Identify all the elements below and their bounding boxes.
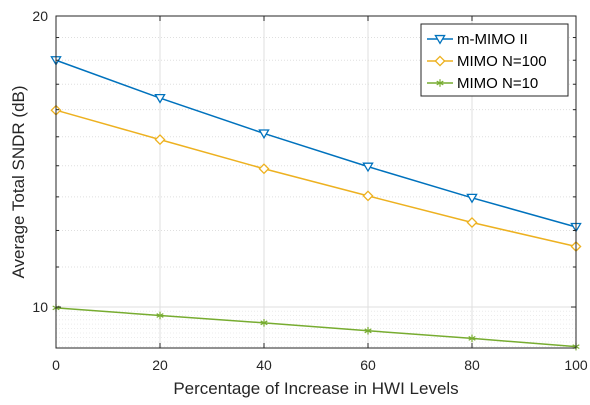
legend: m-MIMO II MIMO N=100 MIMO N=10: [420, 23, 569, 97]
axis-ticks: [55, 15, 577, 348]
series-line: [55, 59, 577, 228]
legend-item: m-MIMO II: [427, 31, 528, 48]
data-point-marker: [156, 311, 164, 320]
legend-label: m-MIMO II: [457, 31, 528, 48]
data-point-marker: [434, 55, 446, 67]
x-tick-label: 60: [360, 357, 376, 373]
legend-item: MIMO N=10: [427, 75, 538, 92]
y-tick-label: 10: [32, 299, 48, 315]
data-point-marker: [154, 134, 166, 146]
data-point-marker: [362, 162, 374, 173]
marker-stroke: [260, 320, 268, 326]
legend-item: MIMO N=100: [427, 53, 547, 70]
legend-label: MIMO N=100: [457, 53, 547, 70]
x-tick-label: 100: [564, 357, 588, 373]
data-point-marker: [466, 193, 478, 204]
series-line: [55, 307, 577, 348]
data-point-marker: [466, 216, 478, 229]
y-axis-title: Average Total SNDR (dB): [9, 85, 28, 278]
series-line: [55, 109, 577, 248]
marker-stroke: [436, 80, 444, 86]
data-point-marker: [468, 334, 476, 343]
x-tick-label: 0: [52, 357, 60, 373]
data-point-marker: [436, 79, 444, 87]
marker-stroke: [468, 335, 476, 341]
data-point-marker: [258, 163, 270, 175]
x-tick-label: 80: [464, 357, 480, 373]
legend-box: [420, 23, 569, 97]
series-mimo-n-100: [50, 104, 582, 253]
marker-stroke: [364, 328, 372, 334]
data-point-marker: [362, 190, 374, 202]
data-point-marker: [154, 93, 166, 104]
y-tick-label: 20: [32, 8, 48, 24]
x-tick-label: 20: [152, 357, 168, 373]
series-layer: [50, 56, 582, 351]
x-axis-title: Percentage of Increase in HWI Levels: [173, 379, 458, 398]
data-point-marker: [260, 319, 268, 327]
data-point-marker: [258, 129, 270, 140]
legend-label: MIMO N=10: [457, 75, 538, 92]
marker-stroke: [156, 313, 164, 318]
data-point-marker: [434, 34, 446, 45]
plot-frame: [55, 15, 577, 349]
data-point-marker: [364, 326, 372, 335]
x-tick-labels: 0 20 40 60 80 100: [52, 357, 588, 373]
x-tick-label: 40: [256, 357, 272, 373]
